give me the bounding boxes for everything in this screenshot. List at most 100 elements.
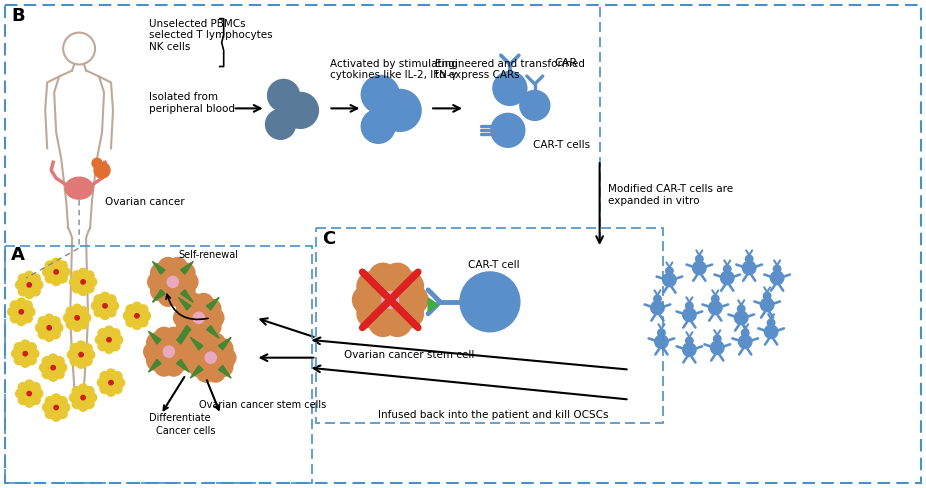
- Circle shape: [35, 323, 44, 332]
- Circle shape: [31, 274, 40, 283]
- Circle shape: [70, 356, 80, 366]
- Circle shape: [85, 271, 94, 280]
- Circle shape: [27, 391, 31, 396]
- Circle shape: [87, 393, 96, 402]
- Circle shape: [95, 335, 105, 345]
- Circle shape: [179, 272, 198, 291]
- Circle shape: [194, 312, 205, 324]
- Circle shape: [43, 403, 52, 412]
- Circle shape: [43, 357, 52, 366]
- Circle shape: [70, 344, 80, 353]
- Text: Differentiate: Differentiate: [149, 413, 210, 424]
- Circle shape: [20, 340, 30, 349]
- Circle shape: [58, 397, 67, 406]
- Circle shape: [72, 322, 81, 331]
- Text: C: C: [322, 230, 335, 248]
- Circle shape: [763, 292, 770, 300]
- Polygon shape: [206, 325, 219, 338]
- Circle shape: [742, 329, 749, 337]
- Circle shape: [493, 72, 527, 105]
- Circle shape: [27, 343, 36, 352]
- Circle shape: [655, 335, 669, 348]
- Circle shape: [66, 307, 75, 316]
- Circle shape: [81, 395, 85, 400]
- Circle shape: [383, 307, 412, 336]
- Text: CAR: CAR: [555, 58, 578, 67]
- Polygon shape: [363, 312, 378, 327]
- Circle shape: [194, 323, 213, 342]
- Circle shape: [773, 265, 781, 273]
- Circle shape: [45, 409, 55, 419]
- Text: Isolated from
peripheral blood: Isolated from peripheral blood: [149, 92, 235, 114]
- Circle shape: [33, 389, 43, 398]
- Circle shape: [189, 339, 207, 358]
- Circle shape: [23, 314, 32, 323]
- Circle shape: [51, 402, 62, 413]
- Circle shape: [31, 395, 40, 405]
- Circle shape: [25, 380, 34, 389]
- Polygon shape: [190, 366, 203, 378]
- Circle shape: [148, 272, 167, 291]
- Circle shape: [737, 305, 745, 312]
- Circle shape: [202, 317, 221, 337]
- Circle shape: [7, 307, 17, 316]
- Circle shape: [685, 302, 693, 309]
- Circle shape: [104, 334, 115, 345]
- Circle shape: [172, 351, 191, 370]
- Circle shape: [132, 320, 142, 329]
- Circle shape: [382, 291, 398, 308]
- Polygon shape: [403, 272, 418, 287]
- Text: B: B: [11, 7, 25, 24]
- Circle shape: [106, 338, 111, 342]
- Circle shape: [100, 372, 109, 381]
- Circle shape: [196, 333, 216, 352]
- Circle shape: [19, 395, 28, 405]
- Polygon shape: [177, 331, 189, 344]
- Circle shape: [176, 263, 195, 283]
- Circle shape: [47, 362, 58, 373]
- Circle shape: [146, 333, 166, 352]
- Circle shape: [64, 313, 73, 323]
- Circle shape: [745, 255, 753, 263]
- Circle shape: [44, 322, 55, 333]
- Polygon shape: [179, 297, 191, 310]
- Text: Ovarian cancer stem cells: Ovarian cancer stem cells: [199, 400, 326, 409]
- Circle shape: [82, 356, 92, 366]
- Circle shape: [175, 342, 194, 361]
- Circle shape: [158, 258, 178, 277]
- Polygon shape: [153, 262, 165, 274]
- Circle shape: [38, 317, 47, 326]
- Circle shape: [69, 277, 79, 286]
- Circle shape: [27, 355, 36, 365]
- Text: Cancer cells: Cancer cells: [156, 427, 216, 436]
- Circle shape: [394, 272, 423, 301]
- Circle shape: [23, 351, 28, 356]
- Circle shape: [19, 274, 28, 283]
- Text: Unselected PBMCs
selected T lymphocytes
NK cells: Unselected PBMCs selected T lymphocytes …: [149, 19, 272, 52]
- Circle shape: [77, 341, 86, 350]
- Circle shape: [194, 293, 213, 313]
- Circle shape: [113, 372, 122, 381]
- Circle shape: [135, 314, 139, 318]
- Circle shape: [92, 158, 102, 168]
- Text: CAR-T cells: CAR-T cells: [532, 140, 590, 150]
- Circle shape: [24, 280, 34, 290]
- Circle shape: [52, 394, 61, 403]
- Circle shape: [79, 286, 88, 296]
- Circle shape: [139, 305, 148, 314]
- Polygon shape: [179, 325, 191, 338]
- Circle shape: [770, 271, 783, 285]
- Circle shape: [187, 306, 211, 330]
- Circle shape: [164, 327, 183, 346]
- Circle shape: [92, 301, 101, 310]
- Circle shape: [693, 261, 706, 275]
- Circle shape: [51, 366, 56, 370]
- Circle shape: [654, 295, 661, 303]
- Circle shape: [25, 271, 34, 281]
- Circle shape: [12, 349, 21, 358]
- Circle shape: [151, 263, 169, 283]
- Circle shape: [109, 301, 119, 310]
- Circle shape: [94, 307, 104, 317]
- Circle shape: [40, 363, 49, 372]
- Circle shape: [399, 285, 428, 314]
